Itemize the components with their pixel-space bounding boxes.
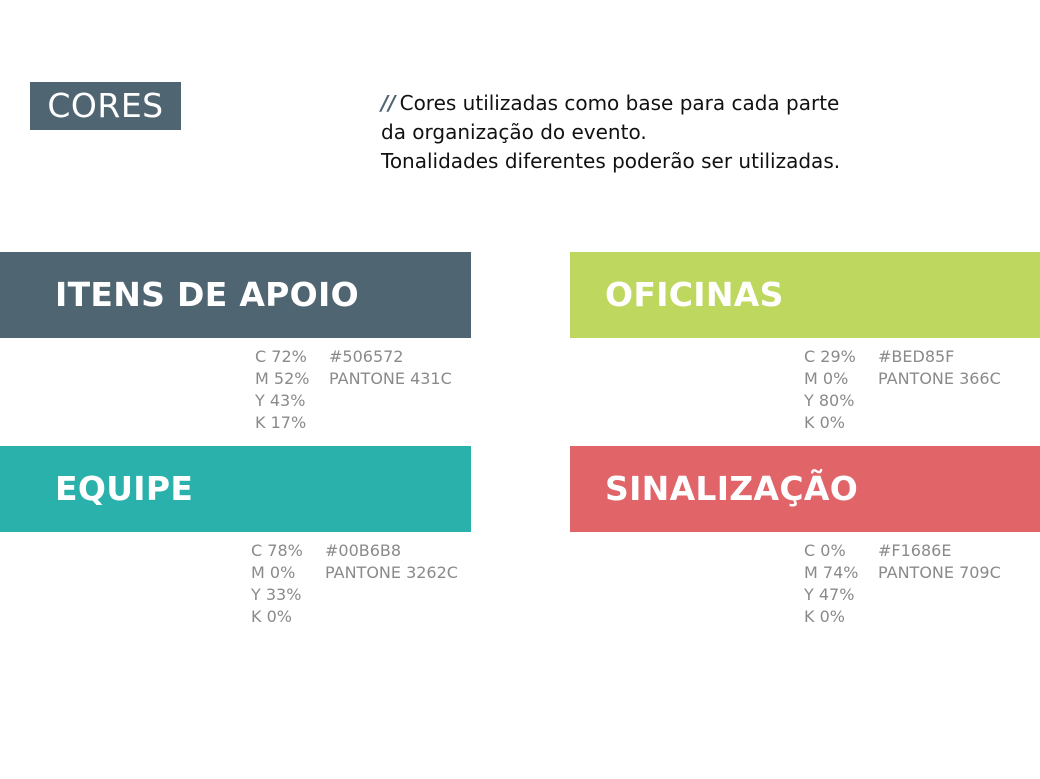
cmyk-k: K 0% xyxy=(251,607,292,626)
color-codes: #F1686E PANTONE 709C xyxy=(878,540,1001,584)
cmyk-c: C 0% xyxy=(804,541,846,560)
page-title: CORES xyxy=(30,82,181,130)
cmyk-values: C 72% M 52% Y 43% K 17% xyxy=(255,346,309,434)
color-codes: #506572 PANTONE 431C xyxy=(329,346,452,390)
color-codes: #00B6B8 PANTONE 3262C xyxy=(325,540,458,584)
cmyk-c: C 78% xyxy=(251,541,303,560)
pantone-code: PANTONE 3262C xyxy=(325,563,458,582)
intro-line-3: Tonalidades diferentes poderão ser utili… xyxy=(381,149,841,173)
cmyk-k: K 0% xyxy=(804,413,845,432)
cmyk-m: M 0% xyxy=(251,563,296,582)
pantone-code: PANTONE 366C xyxy=(878,369,1001,388)
cmyk-c: C 29% xyxy=(804,347,856,366)
swatch-oficinas: OFICINAS xyxy=(570,252,1040,338)
slashes-mark: // xyxy=(381,91,396,115)
swatch-sinalizacao: SINALIZAÇÃO xyxy=(570,446,1040,532)
hex-code: #F1686E xyxy=(878,541,952,560)
swatch-equipe: EQUIPE xyxy=(0,446,471,532)
cmyk-m: M 0% xyxy=(804,369,849,388)
hex-code: #506572 xyxy=(329,347,404,366)
hex-code: #00B6B8 xyxy=(325,541,402,560)
intro-line-1: //Cores utilizadas como base para cada p… xyxy=(381,91,840,115)
cmyk-k: K 0% xyxy=(804,607,845,626)
intro-line-2: da organização do evento. xyxy=(381,120,647,144)
cmyk-c: C 72% xyxy=(255,347,307,366)
cmyk-values: C 0% M 74% Y 47% K 0% xyxy=(804,540,858,628)
cmyk-k: K 17% xyxy=(255,413,307,432)
intro-text: //Cores utilizadas como base para cada p… xyxy=(381,89,840,176)
cmyk-y: Y 47% xyxy=(804,585,855,604)
pantone-code: PANTONE 431C xyxy=(329,369,452,388)
cmyk-y: Y 43% xyxy=(255,391,306,410)
cmyk-y: Y 33% xyxy=(251,585,302,604)
cmyk-m: M 52% xyxy=(255,369,310,388)
color-codes: #BED85F PANTONE 366C xyxy=(878,346,1001,390)
cmyk-values: C 78% M 0% Y 33% K 0% xyxy=(251,540,303,628)
pantone-code: PANTONE 709C xyxy=(878,563,1001,582)
hex-code: #BED85F xyxy=(878,347,955,366)
cmyk-values: C 29% M 0% Y 80% K 0% xyxy=(804,346,856,434)
cmyk-m: M 74% xyxy=(804,563,859,582)
cmyk-y: Y 80% xyxy=(804,391,855,410)
swatch-itens-de-apoio: ITENS DE APOIO xyxy=(0,252,471,338)
